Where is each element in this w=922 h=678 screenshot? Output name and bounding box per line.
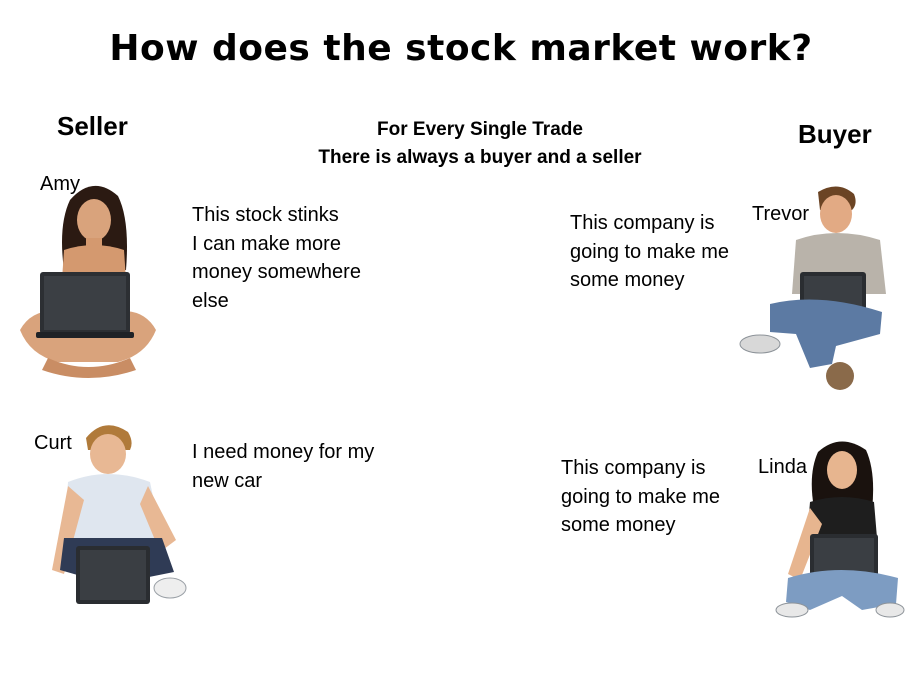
seller-heading: Seller (57, 111, 128, 141)
buyer-name-linda: Linda (758, 456, 807, 478)
slide-title: How does the stock market work? (109, 28, 813, 69)
buyer-quote-linda: This company is going to make me some mo… (561, 457, 720, 536)
seller-quote-amy: This stock stinks I can make more money … (192, 204, 361, 312)
trevor-figure (739, 186, 886, 390)
center-note-line-2: There is always a buyer and a seller (318, 147, 642, 168)
buyer-quote-trevor: This company is going to make me some mo… (570, 212, 729, 291)
curt-figure (52, 425, 187, 604)
seller-name-curt: Curt (34, 432, 72, 454)
amy-figure (20, 185, 156, 378)
linda-figure (775, 441, 905, 618)
buyer-heading: Buyer (798, 119, 872, 149)
buyer-name-trevor: Trevor (752, 203, 810, 225)
center-note-line-1: For Every Single Trade (377, 119, 583, 140)
seller-quote-curt: I need money for my new car (192, 441, 375, 492)
seller-name-amy: Amy (40, 173, 80, 195)
center-note: For Every Single Trade There is always a… (250, 116, 710, 172)
